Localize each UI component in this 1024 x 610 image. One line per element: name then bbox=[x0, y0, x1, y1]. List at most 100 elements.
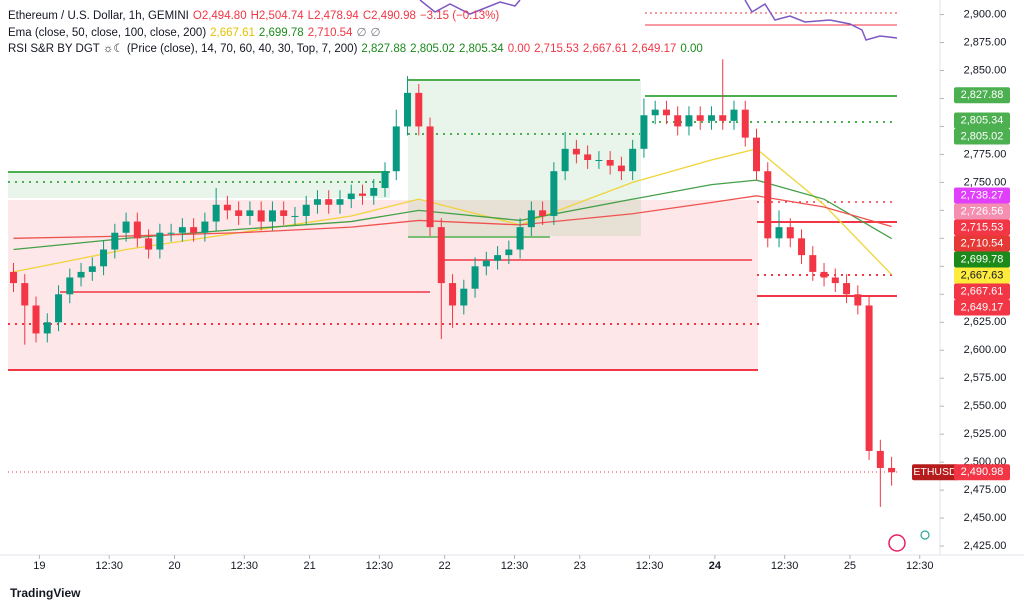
price-tag-label: 2,805.02 bbox=[961, 130, 1004, 142]
price-tag-label: 2,715.53 bbox=[961, 221, 1004, 233]
candle-body bbox=[10, 271, 18, 284]
y-tick-label: 2,850.00 bbox=[964, 64, 1007, 76]
candle-body bbox=[43, 322, 51, 334]
candle-body bbox=[437, 227, 445, 284]
price-tag bbox=[954, 112, 1010, 129]
candle-body bbox=[313, 199, 321, 205]
candle-body bbox=[460, 288, 468, 306]
x-tick-label: 25 bbox=[844, 560, 856, 572]
candle-body bbox=[539, 210, 547, 216]
candle-body bbox=[753, 137, 761, 172]
candle-body bbox=[831, 277, 839, 284]
y-tick-label: 2,575.00 bbox=[964, 372, 1007, 384]
candle-body bbox=[381, 171, 389, 188]
price-tag-label: 2,490.98 bbox=[961, 466, 1004, 478]
x-tick-label: 12:30 bbox=[906, 560, 934, 572]
x-tick-label: 19 bbox=[33, 560, 45, 572]
candle-body bbox=[471, 266, 479, 289]
legend-value: 0.00 bbox=[507, 43, 531, 55]
y-tick-label: 2,775.00 bbox=[964, 148, 1007, 160]
candle-body bbox=[88, 266, 96, 272]
candle-body bbox=[370, 187, 378, 196]
legend-row: RSI S&R BY DGT ☼☾ (Price (close), 14, 70… bbox=[8, 41, 703, 58]
zones bbox=[8, 0, 898, 473]
candle-body bbox=[617, 165, 625, 172]
plot bbox=[10, 59, 896, 507]
y-tick-label: 2,550.00 bbox=[964, 400, 1007, 412]
x-tick-label: 24 bbox=[709, 560, 722, 572]
candle-body bbox=[527, 210, 535, 228]
candle-body bbox=[257, 210, 265, 222]
support-zone bbox=[408, 80, 641, 236]
y-tick-label: 2,450.00 bbox=[964, 512, 1007, 524]
candle-body bbox=[190, 227, 198, 233]
candle-body bbox=[707, 115, 715, 121]
legend-value: 2,715.53 bbox=[534, 43, 579, 55]
legend-value: 2,699.78 bbox=[258, 26, 304, 39]
legend-value: ∅ bbox=[370, 26, 381, 39]
candle-body bbox=[246, 210, 254, 216]
x-tick-label: 12:30 bbox=[231, 560, 259, 572]
candle-body bbox=[404, 92, 412, 127]
candle-body bbox=[133, 221, 141, 239]
legend-value: O2,494.80 bbox=[192, 10, 247, 22]
candle-body bbox=[516, 227, 524, 250]
price-tag-label: 2,699.78 bbox=[961, 253, 1004, 265]
x-tick-label: 23 bbox=[574, 560, 586, 572]
price-tag-label: 2,667.63 bbox=[961, 269, 1004, 281]
price-tag bbox=[954, 128, 1010, 145]
legend-value: 0.00 bbox=[680, 43, 703, 55]
legend-label: Ema (close, 50, close, 100, close, 200) bbox=[8, 26, 207, 39]
candle-body bbox=[358, 193, 366, 196]
y-tick-label: 2,875.00 bbox=[964, 36, 1007, 48]
candle-body bbox=[223, 204, 231, 211]
legend-label: Ethereum / U.S. Dollar, 1h, GEMINI bbox=[8, 10, 189, 22]
legend-value: H2,504.74 bbox=[250, 10, 304, 22]
legend: Ethereum / U.S. Dollar, 1h, GEMINI O2,494… bbox=[8, 8, 703, 58]
candle-body bbox=[505, 249, 513, 256]
candle-body bbox=[392, 126, 400, 172]
y-tick-label: 2,475.00 bbox=[964, 484, 1007, 496]
candle-body bbox=[156, 232, 164, 250]
candle-body bbox=[426, 126, 434, 228]
price-tag-label: 2,649.17 bbox=[961, 301, 1004, 313]
candle-body bbox=[66, 277, 74, 295]
y-tick-label: 2,600.00 bbox=[964, 344, 1007, 356]
price-tag-label: 2,710.54 bbox=[961, 237, 1004, 249]
candle-body bbox=[449, 283, 457, 306]
footer: TradingView bbox=[10, 586, 81, 600]
legend-value: 2,667.61 bbox=[582, 43, 628, 55]
candle-body bbox=[550, 171, 558, 216]
candle-body bbox=[640, 115, 648, 149]
x-tick-label: 12:30 bbox=[636, 560, 664, 572]
legend-label: RSI S&R BY DGT ☼☾ (Price (close), 14, 70… bbox=[8, 43, 358, 55]
legend-value: 2,805.34 bbox=[458, 43, 504, 55]
candle-body bbox=[854, 294, 862, 306]
price-tag-label: 2,667.61 bbox=[961, 285, 1004, 297]
candle-body bbox=[651, 109, 659, 116]
price-tag bbox=[954, 235, 1010, 252]
candle-body bbox=[415, 92, 423, 127]
candle-body bbox=[77, 271, 85, 278]
support-zone bbox=[8, 172, 390, 198]
legend-value: 2,805.02 bbox=[410, 43, 455, 55]
candle-body bbox=[719, 115, 727, 121]
candle-body bbox=[888, 467, 896, 473]
candle-body bbox=[685, 115, 693, 127]
price-tag bbox=[954, 283, 1010, 300]
candle-body bbox=[291, 215, 299, 217]
price-tag bbox=[954, 464, 1010, 481]
price-tag bbox=[954, 267, 1010, 284]
candle-body bbox=[820, 271, 828, 278]
price-tag bbox=[954, 87, 1010, 104]
x-tick-label: 20 bbox=[168, 560, 180, 572]
legend-value: 2,710.54 bbox=[307, 26, 353, 39]
x-tick-label: 12:30 bbox=[366, 560, 394, 572]
candle-body bbox=[212, 204, 220, 222]
candle-body bbox=[775, 227, 783, 239]
price-tag-label: 2,827.88 bbox=[961, 89, 1004, 101]
y-tick-label: 2,425.00 bbox=[964, 540, 1007, 552]
price-tag bbox=[954, 187, 1010, 204]
candle-body bbox=[122, 221, 130, 233]
